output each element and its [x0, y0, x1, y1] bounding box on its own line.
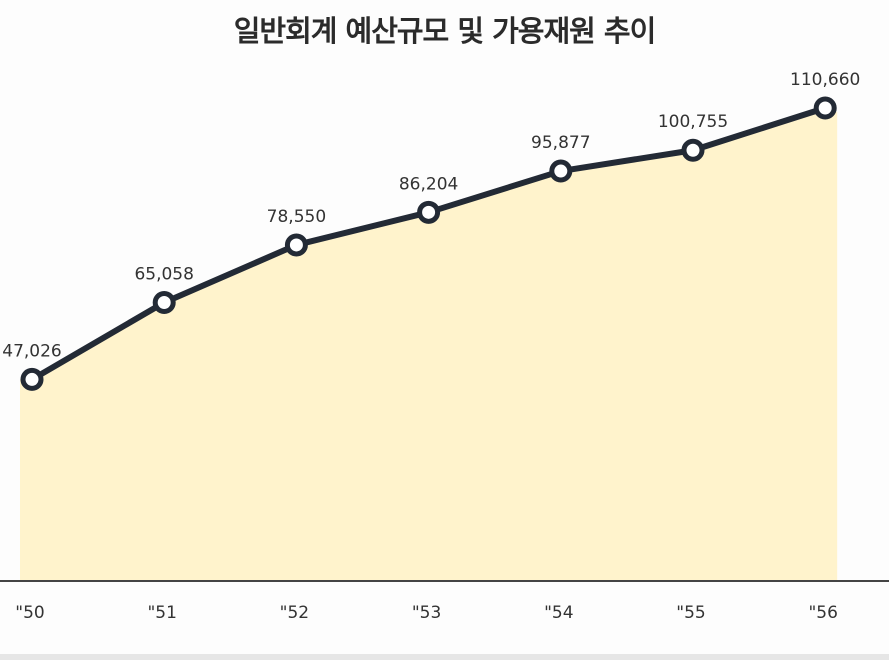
data-point-6 [813, 96, 837, 120]
x-tick-label-6: "56 [808, 603, 837, 623]
data-point-0 [20, 367, 44, 391]
x-tick-label-2: "52 [280, 603, 309, 623]
data-label-5: 100,755 [658, 112, 728, 132]
data-point-4 [549, 159, 573, 183]
chart-title: 일반회계 예산규모 및 가용재원 추이 [233, 14, 657, 48]
data-label-1: 65,058 [134, 265, 193, 285]
data-point-3 [417, 200, 441, 224]
data-label-3: 86,204 [399, 174, 458, 194]
data-label-2: 78,550 [267, 207, 326, 227]
x-tick-label-1: "51 [147, 603, 176, 623]
data-point-1 [152, 291, 176, 315]
x-tick-label-5: "55 [676, 603, 705, 623]
x-tick-label-3: "53 [412, 603, 441, 623]
data-label-6: 110,660 [790, 70, 860, 90]
data-point-2 [284, 233, 308, 257]
x-tick-label-4: "54 [544, 603, 573, 623]
data-point-5 [681, 138, 705, 162]
x-tick-label-0: "50 [15, 603, 44, 623]
bottom-strip [0, 654, 889, 660]
data-label-4: 95,877 [531, 133, 590, 153]
data-label-0: 47,026 [2, 341, 61, 361]
area-fill [20, 108, 838, 580]
